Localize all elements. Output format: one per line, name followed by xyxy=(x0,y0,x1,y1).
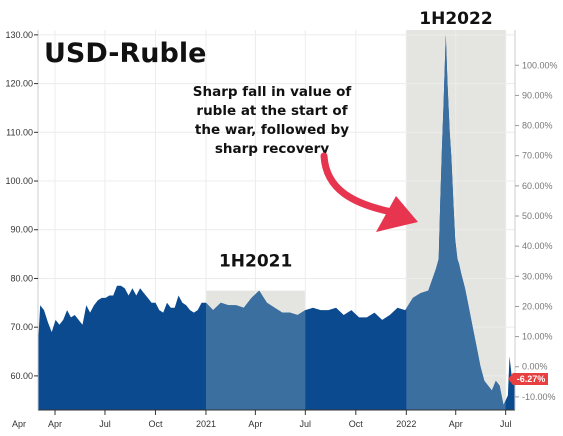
right-axis-tick-labels: -10.00% 0.00% 10.00% 20.00% 30.00% 40.00% 50.0… xyxy=(515,60,558,402)
x-tick-label: 2021 xyxy=(196,419,216,429)
period-label-1h2022: 1H2022 xyxy=(419,9,492,29)
y-tick-label: 70.00 xyxy=(10,322,33,332)
right-tick-label: -10.00% xyxy=(522,392,556,402)
last-value-label: -6.27% xyxy=(517,374,546,384)
axes xyxy=(37,30,516,411)
right-tick-label: 10.00% xyxy=(522,332,553,342)
last-value-badge: -6.27% xyxy=(508,373,548,385)
x-tick-label: Apr xyxy=(449,419,463,429)
x-tick-labels: Apr Jul Oct 2021 Apr Jul Oct 2022 Apr Jul Apr xyxy=(12,410,511,429)
x-tick-label: Apr xyxy=(48,419,62,429)
x-tick-label: Jul xyxy=(500,419,512,429)
y-tick-label: 110.00 xyxy=(6,127,33,137)
x-tick-label-start: Apr xyxy=(12,419,26,429)
period-labels: 1H2021 1H2022 xyxy=(219,9,493,272)
right-tick-label: 30.00% xyxy=(522,271,553,281)
chart-title: USD-Ruble xyxy=(44,38,206,69)
right-tick-label: 80.00% xyxy=(522,121,553,131)
right-tick-label: 70.00% xyxy=(522,151,553,161)
x-tick-label: Oct xyxy=(148,419,163,429)
right-tick-label: 50.00% xyxy=(522,211,553,221)
right-tick-label: 90.00% xyxy=(522,90,553,100)
y-tick-label: 100.00 xyxy=(5,176,33,186)
annotation-text: Sharp fall in value of ruble at the start… xyxy=(193,84,352,157)
y-tick-label: 80.00 xyxy=(10,273,33,283)
y-tick-label: 120.00 xyxy=(5,79,33,89)
x-tick-label: Apr xyxy=(248,419,262,429)
series-area-path xyxy=(38,34,515,411)
right-tick-label: 60.00% xyxy=(522,181,553,191)
y-tick-labels: 60.00 70.00 80.00 90.00 100.00 110.00 120.00 13… xyxy=(5,30,38,381)
annotation-arrow xyxy=(320,152,418,232)
y-tick-label: 130.00 xyxy=(5,30,33,40)
right-tick-label: 20.00% xyxy=(522,301,553,311)
period-label-1h2021: 1H2021 xyxy=(219,252,292,272)
right-tick-label: 0.00% xyxy=(522,362,548,372)
y-tick-label: 60.00 xyxy=(10,371,33,381)
x-tick-label: Oct xyxy=(349,419,364,429)
x-tick-label: 2022 xyxy=(396,419,416,429)
right-tick-label: 100.00% xyxy=(522,60,558,70)
series-area xyxy=(38,34,515,411)
x-tick-label: Jul xyxy=(300,419,312,429)
right-tick-label: 40.00% xyxy=(522,241,553,251)
x-tick-label: Jul xyxy=(99,419,111,429)
y-tick-label: 90.00 xyxy=(10,225,33,235)
